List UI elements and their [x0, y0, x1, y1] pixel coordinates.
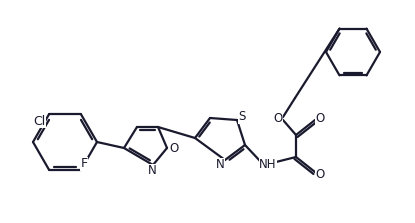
- Text: O: O: [315, 112, 325, 126]
- Text: O: O: [273, 112, 283, 124]
- Text: NH: NH: [259, 159, 277, 171]
- Text: N: N: [216, 159, 225, 171]
- Text: O: O: [315, 167, 325, 180]
- Text: S: S: [238, 111, 246, 124]
- Text: Cl: Cl: [33, 115, 45, 128]
- Text: O: O: [169, 142, 178, 155]
- Text: F: F: [81, 157, 88, 170]
- Text: N: N: [148, 165, 156, 178]
